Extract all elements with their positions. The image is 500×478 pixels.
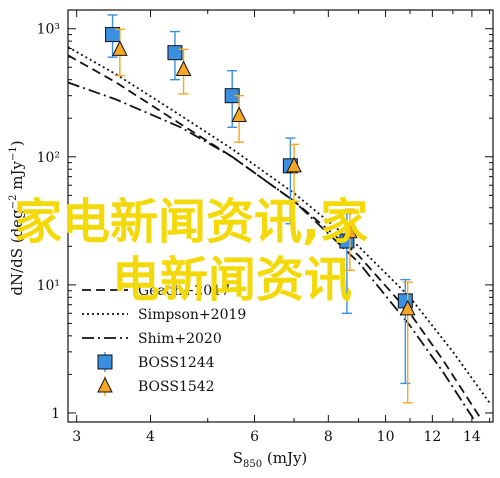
boss1542-point <box>112 28 128 77</box>
legend-item-shim-2020: Shim+2020 <box>82 331 222 347</box>
axis-ticks: 3 4 6 8 10 12 14 1 10¹ 10² 10³ <box>37 10 493 445</box>
watermark-line-2: 电新闻资讯 <box>112 252 352 308</box>
legend: Geach+2017 Simpson+2019 Shim+2020 BOSS1244 B… <box>82 283 246 396</box>
x-tick-label: 14 <box>463 429 481 445</box>
legend-triangle-marker <box>97 376 113 393</box>
boss1244-point <box>224 70 240 128</box>
boss1244-point <box>167 30 183 81</box>
y-tick-label: 10³ <box>37 22 60 38</box>
x-tick-label: 12 <box>423 429 441 445</box>
legend-item-boss1542: BOSS1542 <box>97 376 215 396</box>
legend-item-geach-2017: Geach+2017 <box>82 283 230 299</box>
y-tick-label: 10² <box>37 150 60 166</box>
boss1542-point <box>342 208 358 271</box>
legend-label: BOSS1244 <box>138 355 215 371</box>
x-tick-label: 6 <box>250 429 259 445</box>
x-tick-label: 8 <box>324 429 333 445</box>
y-tick-label: 1 <box>51 406 60 422</box>
legend-label: BOSS1542 <box>138 379 215 395</box>
square-marker <box>167 45 183 61</box>
x-tick-label: 10 <box>377 429 395 445</box>
legend-item-boss1244: BOSS1244 <box>97 352 215 372</box>
watermark: 家电新闻资讯,家 电新闻资讯 <box>14 194 368 308</box>
curve-simpson-2019 <box>68 46 491 404</box>
boss1542-point <box>399 281 416 404</box>
watermark-line-1: 家电新闻资讯,家 <box>14 194 368 250</box>
x-tick-label: 4 <box>146 429 155 445</box>
boss1542-point <box>286 143 302 202</box>
y-tick-label: 10¹ <box>37 278 60 294</box>
data-points <box>105 14 416 404</box>
legend-label: Geach+2017 <box>138 283 230 299</box>
triangle-marker <box>175 60 192 77</box>
legend-item-simpson-2019: Simpson+2019 <box>82 307 246 323</box>
boss1542-point <box>175 48 192 95</box>
legend-square-marker <box>97 354 113 370</box>
triangle-marker <box>112 40 128 56</box>
triangle-marker <box>342 222 358 239</box>
plot-area <box>67 9 494 423</box>
x-tick-label: 3 <box>72 429 81 445</box>
y-axis-label: dN/dS (deg−2 mJy−1) <box>8 140 26 295</box>
curve-shim-2020 <box>68 81 477 422</box>
triangle-marker <box>399 299 416 316</box>
legend-label: Shim+2020 <box>138 331 222 347</box>
x-axis-label: S850 (mJy) <box>233 449 308 470</box>
triangle-marker <box>231 106 247 123</box>
legend-label: Simpson+2019 <box>138 307 246 323</box>
boss1244-point <box>105 14 121 58</box>
triangle-marker <box>286 156 302 173</box>
boss1542-point <box>231 94 247 143</box>
